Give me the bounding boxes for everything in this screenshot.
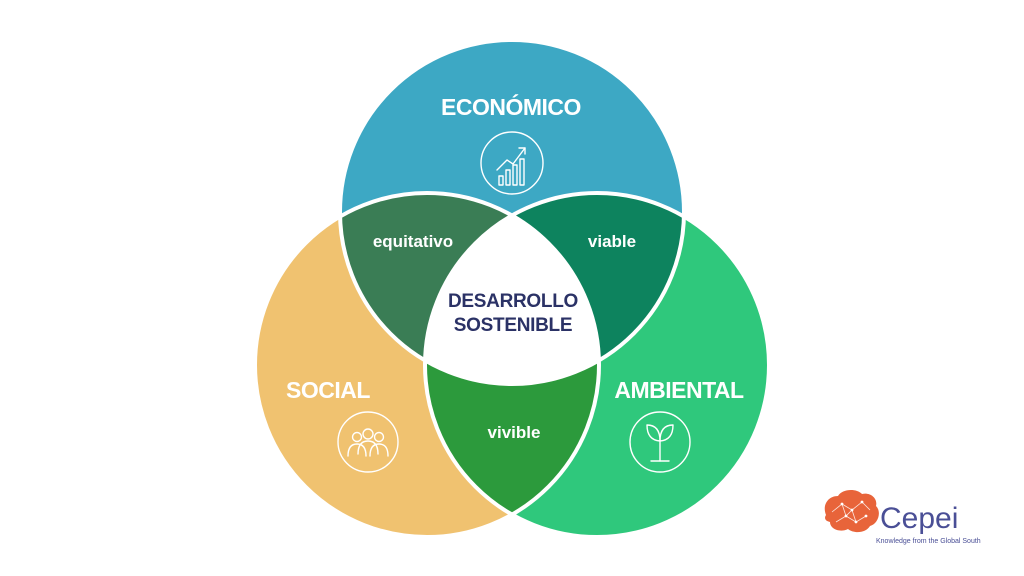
center-label-line2: SOSTENIBLE	[454, 315, 572, 336]
economico-title: ECONÓMICO	[441, 93, 581, 120]
cepei-logo: Cepei Knowledge from the Global South	[824, 490, 981, 545]
logo-tagline: Knowledge from the Global South	[876, 538, 981, 545]
ambiental-title: AMBIENTAL	[614, 377, 744, 403]
vivible-label: vivible	[488, 423, 541, 442]
logo-name: Cepei	[880, 502, 958, 535]
center-label-line1: DESARROLLO	[448, 291, 578, 312]
brain-icon	[824, 490, 879, 533]
social-title: SOCIAL	[286, 377, 370, 403]
people-group-icon	[337, 411, 399, 473]
plant-icon	[629, 411, 691, 473]
growth-chart-icon	[480, 131, 544, 195]
equitativo-label: equitativo	[373, 232, 453, 251]
viable-label: viable	[588, 232, 636, 251]
